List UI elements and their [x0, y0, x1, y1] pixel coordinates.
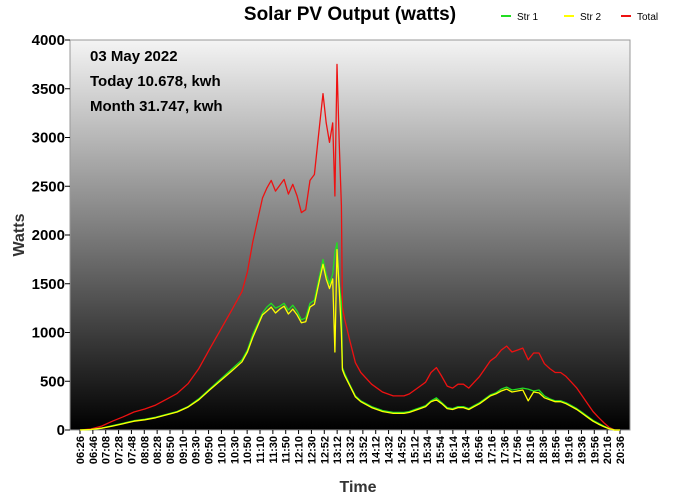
x-tick-label: 15:12: [409, 436, 421, 464]
x-tick-label: 11:10: [255, 436, 267, 464]
x-tick-label: 15:54: [435, 435, 447, 464]
x-tick-label: 13:12: [332, 436, 344, 464]
x-tick-label: 16:14: [448, 435, 460, 464]
y-tick-label: 1000: [32, 325, 65, 342]
x-tick-label: 07:08: [101, 436, 113, 464]
x-tick-label: 10:30: [229, 436, 241, 464]
x-tick-label: 06:46: [88, 436, 100, 464]
series-line-str-1: [79, 242, 620, 431]
x-tick-label: 17:16: [486, 436, 498, 464]
legend-label: Str 2: [580, 12, 602, 23]
series-layer: [79, 63, 620, 431]
x-tick-label: 13:52: [358, 436, 370, 464]
x-tick-label: 09:10: [178, 436, 190, 464]
x-tick-label: 10:10: [216, 436, 228, 464]
x-tick-label: 14:12: [371, 436, 383, 464]
annotation-today: Today 10.678, kwh: [90, 73, 221, 90]
legend-label: Str 1: [517, 12, 539, 23]
x-tick-label: 11:30: [268, 436, 280, 464]
x-axis: 06:26 06:46 07:08 07:28 07:48 08:08 08:28 08:50…: [75, 430, 627, 464]
x-tick-label: 08:50: [165, 436, 177, 464]
x-axis-label: Time: [339, 479, 376, 496]
x-tick-label: 19:36: [576, 436, 588, 464]
x-tick-label: 17:36: [499, 436, 511, 464]
y-tick-label: 2000: [32, 227, 65, 244]
x-tick-label: 17:56: [512, 436, 524, 464]
y-axis-label: Watts: [11, 213, 28, 256]
x-tick-label: 19:16: [564, 436, 576, 464]
chart-title: Solar PV Output (watts): [244, 4, 456, 25]
x-tick-label: 18:56: [551, 436, 563, 464]
legend: Str 1 Str 2 Total: [501, 12, 658, 23]
x-tick-label: 15:34: [422, 435, 434, 464]
annotation-date: 03 May 2022: [90, 48, 178, 65]
series-line-str-2: [79, 248, 620, 431]
x-tick-label: 16:56: [474, 436, 486, 464]
y-tick-label: 2500: [32, 178, 65, 195]
x-tick-label: 12:10: [294, 436, 306, 464]
x-tick-label: 11:50: [281, 436, 293, 464]
x-tick-label: 18:36: [538, 436, 550, 464]
x-tick-label: 10:50: [242, 436, 254, 464]
x-tick-label: 18:16: [525, 436, 537, 464]
x-tick-label: 14:32: [384, 436, 396, 464]
x-tick-label: 19:56: [589, 436, 601, 464]
y-axis: 0 500 1000 1500 2000 2500 3000 3500 4000: [32, 32, 70, 439]
x-tick-label: 09:30: [191, 436, 203, 464]
annotation-month: Month 31.747, kwh: [90, 98, 223, 115]
x-tick-label: 08:28: [152, 436, 164, 464]
plot-area: [69, 39, 631, 431]
y-tick-label: 0: [57, 422, 65, 439]
x-tick-label: 20:36: [615, 436, 627, 464]
x-tick-label: 07:28: [114, 436, 126, 464]
x-tick-label: 06:26: [75, 436, 87, 464]
y-tick-label: 500: [40, 373, 65, 390]
y-tick-label: 4000: [32, 32, 65, 49]
x-tick-label: 07:48: [126, 436, 138, 464]
x-tick-label: 20:16: [602, 436, 614, 464]
series-line-total: [79, 63, 620, 431]
x-tick-label: 12:30: [306, 436, 318, 464]
y-tick-label: 1500: [32, 276, 65, 293]
x-tick-label: 09:50: [204, 436, 216, 464]
legend-label: Total: [637, 12, 658, 23]
x-tick-label: 12:52: [319, 436, 331, 464]
y-tick-label: 3000: [32, 130, 65, 147]
x-tick-label: 14:52: [396, 436, 408, 464]
y-tick-label: 3500: [32, 81, 65, 98]
x-tick-label: 16:34: [461, 435, 473, 464]
x-tick-label: 13:32: [345, 436, 357, 464]
x-tick-label: 08:08: [139, 436, 151, 464]
